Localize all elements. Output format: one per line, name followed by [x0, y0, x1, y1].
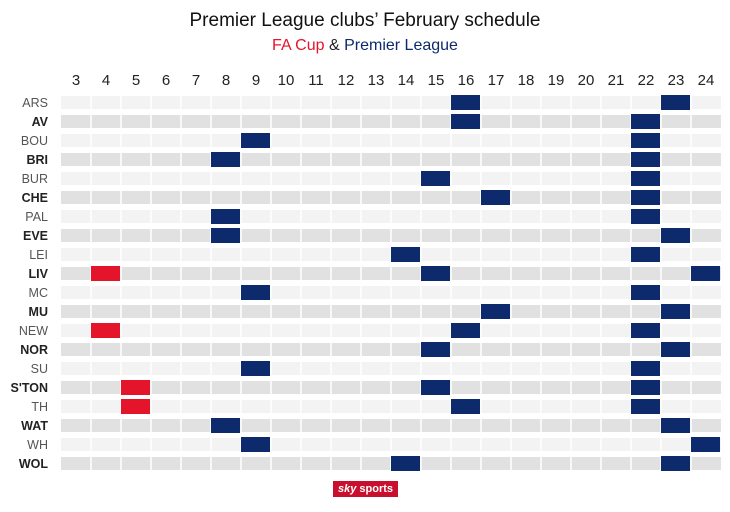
premier-league-match-che-17	[481, 190, 510, 205]
premier-league-match-eve-23	[661, 228, 690, 243]
premier-league-match-lei-22	[631, 247, 660, 262]
premier-league-match-su-9	[241, 361, 270, 376]
premier-league-match-mu-23	[661, 304, 690, 319]
premier-league-match-mu-17	[481, 304, 510, 319]
day-label-15: 15	[428, 72, 445, 89]
day-label-23: 23	[668, 72, 685, 89]
club-label-che: CHE	[22, 191, 48, 205]
legend-premier-league: Premier League	[344, 37, 458, 54]
premier-league-match-bou-9	[241, 133, 270, 148]
day-label-24: 24	[698, 72, 715, 89]
fa-cup-match-ston-5	[121, 380, 150, 395]
day-label-7: 7	[192, 72, 200, 89]
club-label-ars: ARS	[22, 96, 48, 110]
club-label-bou: BOU	[21, 134, 48, 148]
day-label-13: 13	[368, 72, 385, 89]
club-label-su: SU	[31, 362, 48, 376]
day-label-3: 3	[72, 72, 80, 89]
premier-league-match-lei-14	[391, 247, 420, 262]
premier-league-match-liv-15	[421, 266, 450, 281]
club-axis: ARS AV BOU BRI BUR CHE PAL EVE LEI LIV MC MU NEW NOR S…	[11, 96, 49, 471]
premier-league-match-pal-8	[211, 209, 240, 224]
day-label-14: 14	[398, 72, 415, 89]
club-label-pal: PAL	[25, 210, 48, 224]
premier-league-match-su-22	[631, 361, 660, 376]
club-label-new: NEW	[19, 324, 48, 338]
club-label-mc: MC	[29, 286, 48, 300]
premier-league-match-bri-22	[631, 152, 660, 167]
sky-sports-logo: sky sports	[333, 481, 399, 497]
club-label-av: AV	[32, 115, 49, 129]
premier-league-match-nor-23	[661, 342, 690, 357]
match-markers	[91, 95, 720, 471]
club-label-ston: S'TON	[11, 381, 48, 395]
day-label-9: 9	[252, 72, 260, 89]
premier-league-match-mc-22	[631, 285, 660, 300]
club-label-wh: WH	[27, 438, 48, 452]
day-label-22: 22	[638, 72, 655, 89]
day-label-20: 20	[578, 72, 595, 89]
premier-league-match-nor-15	[421, 342, 450, 357]
club-label-th: TH	[31, 400, 48, 414]
premier-league-match-th-22	[631, 399, 660, 414]
club-label-wol: WOL	[19, 457, 49, 471]
day-label-19: 19	[548, 72, 565, 89]
day-label-10: 10	[278, 72, 295, 89]
premier-league-match-new-22	[631, 323, 660, 338]
club-label-eve: EVE	[23, 229, 48, 243]
legend-separator: &	[324, 37, 345, 54]
premier-league-match-th-16	[451, 399, 480, 414]
club-label-lei: LEI	[29, 248, 48, 262]
club-label-bri: BRI	[26, 153, 48, 167]
premier-league-match-ars-23	[661, 95, 690, 110]
premier-league-match-bur-22	[631, 171, 660, 186]
premier-league-match-av-16	[451, 114, 480, 129]
day-label-11: 11	[308, 72, 324, 89]
day-label-16: 16	[458, 72, 475, 89]
fa-cup-match-new-4	[91, 323, 120, 338]
day-axis: 3 4 5 6 7 8 9 10 11 12 13 14 15 16 17 18 19 20 21 22 23 24	[72, 72, 715, 89]
premier-league-match-liv-24	[691, 266, 720, 281]
club-label-liv: LIV	[29, 267, 49, 281]
day-gridlines	[90, 94, 692, 472]
premier-league-match-ston-22	[631, 380, 660, 395]
chart-subtitle: FA Cup & Premier League	[0, 37, 730, 55]
chart-title: Premier League clubs’ February schedule	[189, 10, 541, 31]
day-label-6: 6	[162, 72, 170, 89]
day-label-21: 21	[608, 72, 625, 89]
legend-fa-cup: FA Cup	[272, 37, 325, 54]
premier-league-match-new-16	[451, 323, 480, 338]
day-label-5: 5	[132, 72, 140, 89]
club-label-wat: WAT	[21, 419, 48, 433]
premier-league-match-bri-8	[211, 152, 240, 167]
premier-league-match-wh-24	[691, 437, 720, 452]
premier-league-match-wol-14	[391, 456, 420, 471]
premier-league-match-mc-9	[241, 285, 270, 300]
fa-cup-match-th-5	[121, 399, 150, 414]
fa-cup-match-liv-4	[91, 266, 120, 281]
day-label-18: 18	[518, 72, 535, 89]
logo-sports-text: sports	[359, 483, 394, 495]
club-label-mu: MU	[29, 305, 48, 319]
club-label-bur: BUR	[22, 172, 48, 186]
day-label-12: 12	[338, 72, 355, 89]
club-label-nor: NOR	[20, 343, 48, 357]
premier-league-match-pal-22	[631, 209, 660, 224]
premier-league-match-bur-15	[421, 171, 450, 186]
premier-league-match-wat-8	[211, 418, 240, 433]
premier-league-match-wh-9	[241, 437, 270, 452]
premier-league-match-av-22	[631, 114, 660, 129]
premier-league-match-che-22	[631, 190, 660, 205]
premier-league-match-bou-22	[631, 133, 660, 148]
premier-league-match-eve-8	[211, 228, 240, 243]
premier-league-match-wat-23	[661, 418, 690, 433]
premier-league-match-ars-16	[451, 95, 480, 110]
premier-league-match-wol-23	[661, 456, 690, 471]
day-label-4: 4	[102, 72, 110, 89]
premier-league-match-ston-15	[421, 380, 450, 395]
logo-sky-text: sky	[338, 483, 357, 495]
day-label-17: 17	[488, 72, 505, 89]
day-label-8: 8	[222, 72, 230, 89]
